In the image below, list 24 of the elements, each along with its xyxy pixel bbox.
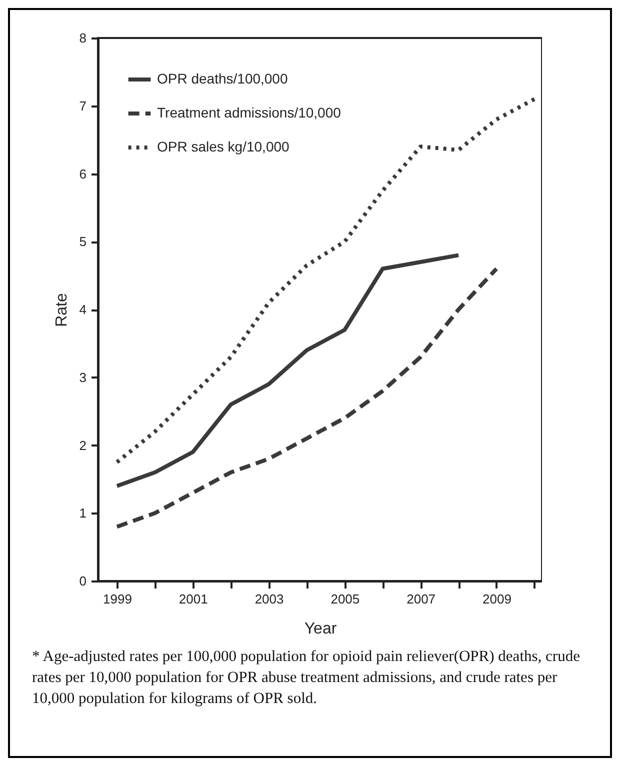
x-tick-label: 2007 [406, 592, 436, 606]
legend-label: OPR deaths/100,000 [157, 70, 288, 86]
y-tick-label: 1 [79, 506, 86, 521]
line-series [114, 253, 461, 488]
y-tick-label: 0 [79, 574, 86, 588]
line-series [114, 97, 536, 464]
x-tick-label: 2005 [330, 592, 360, 606]
x-tick-label: 2009 [482, 592, 512, 606]
legend-label: OPR sales kg/10,000 [157, 138, 290, 154]
y-tick-label: 4 [79, 302, 86, 317]
y-tick-label: 2 [79, 438, 86, 453]
x-tick-label: 2001 [178, 592, 208, 606]
x-tick-label: 1999 [103, 592, 132, 606]
y-tick-label: 3 [79, 370, 86, 385]
text: * Age-adjusted rates per 100,000 population for opioid pain reliever(OPR) deaths, crude rates per 10,000 population for OPR abuse treatment admissions, and crude rates per 10,000 population for kilograms of OPR sold. [32, 647, 581, 709]
line-series [114, 266, 498, 529]
y-tick-label: 6 [79, 166, 86, 182]
y-tick-label: 5 [79, 234, 86, 250]
y-axis-title: Rate [53, 293, 70, 327]
legend-label: Treatment admissions/10,000 [157, 104, 342, 120]
x-tick-label: 2003 [254, 592, 284, 606]
y-tick-label: 8 [79, 30, 86, 46]
x-axis-title: Year [304, 620, 338, 638]
y-tick-label: 7 [79, 98, 86, 114]
